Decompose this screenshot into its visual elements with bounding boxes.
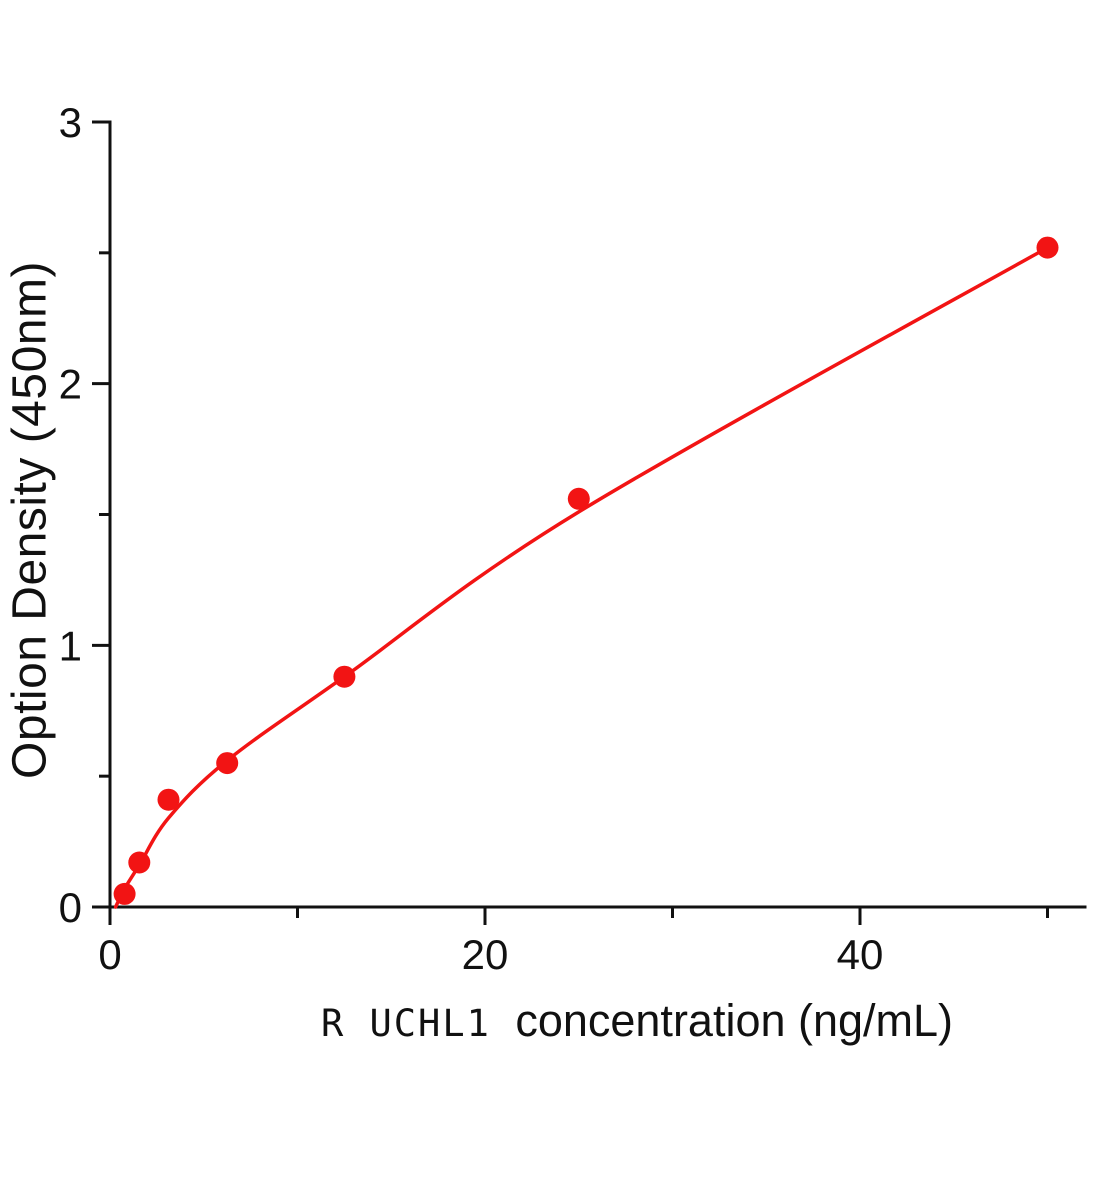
data-point	[567, 487, 590, 510]
x-axis-label-text: concentration (ng/mL)	[515, 995, 954, 1046]
data-point	[216, 752, 239, 775]
data-point	[1036, 236, 1059, 259]
x-tick-label: 0	[98, 931, 121, 978]
x-tick-label: 20	[462, 931, 509, 978]
fit-curve	[113, 245, 1050, 909]
axes	[108, 120, 1087, 909]
data-point	[113, 882, 136, 905]
tick-labels: 0 20 40 0 1 2 3	[59, 99, 884, 978]
data-point	[157, 788, 180, 811]
y-tick-label: 3	[59, 99, 82, 146]
data-point	[333, 665, 356, 688]
data-point	[128, 851, 151, 874]
x-axis-label-prefix: R UCHL1	[320, 1002, 491, 1045]
tick-marks	[92, 120, 1049, 925]
y-tick-label: 2	[59, 361, 82, 408]
y-tick-label: 1	[59, 622, 82, 669]
x-tick-label: 40	[837, 931, 884, 978]
data-points	[113, 236, 1059, 905]
x-axis-label: R UCHL1 concentration (ng/mL)	[0, 995, 1104, 1047]
y-axis-label: Option Density (450nm)	[3, 261, 57, 779]
y-tick-label: 0	[59, 884, 82, 931]
